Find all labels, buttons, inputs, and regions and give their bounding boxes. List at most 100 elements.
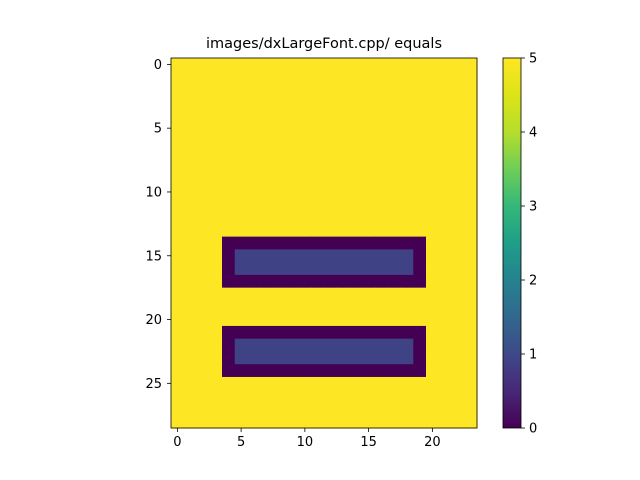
heatmap-cell <box>336 198 351 212</box>
heatmap-cell <box>464 223 478 238</box>
heatmap-cell <box>260 198 274 212</box>
heatmap-cell <box>387 236 402 250</box>
heatmap-cell <box>400 376 414 391</box>
heatmap-cell <box>349 109 363 123</box>
heatmap-cell <box>413 313 427 327</box>
heatmap-cell <box>183 198 198 212</box>
heatmap-cell <box>234 325 249 340</box>
heatmap-cell <box>375 147 389 161</box>
heatmap-cell <box>196 172 210 187</box>
heatmap-cell <box>247 58 261 72</box>
heatmap-cell <box>196 83 210 97</box>
heatmap-cell <box>375 223 389 238</box>
heatmap-cell <box>209 198 223 212</box>
heatmap-cell <box>171 172 185 187</box>
heatmap-cell <box>234 223 249 238</box>
heatmap-cell <box>247 121 261 136</box>
heatmap-cell <box>362 83 376 97</box>
heatmap-cell <box>464 274 478 289</box>
heatmap-cell <box>183 287 198 302</box>
heatmap-cell <box>336 376 351 391</box>
heatmap-cell <box>438 313 453 327</box>
heatmap-cell <box>171 198 185 212</box>
heatmap-cell <box>171 211 185 225</box>
heatmap-cell <box>324 376 338 391</box>
heatmap-cell <box>438 287 453 302</box>
heatmap-cell <box>426 109 440 123</box>
heatmap-cell <box>400 402 414 416</box>
heatmap-cell <box>260 338 274 353</box>
heatmap-cell <box>438 338 453 353</box>
heatmap-cell <box>260 262 274 276</box>
heatmap-cell <box>196 249 210 263</box>
heatmap-cell <box>349 83 363 97</box>
heatmap-cell <box>222 121 236 136</box>
x-tick-label: 15 <box>360 435 377 450</box>
heatmap-cell <box>426 147 440 161</box>
heatmap-cell <box>234 172 249 187</box>
heatmap-cell <box>375 96 389 110</box>
heatmap-cell <box>375 389 389 404</box>
colorbar-tick-label: 5 <box>529 52 537 67</box>
heatmap-cell <box>311 262 325 276</box>
heatmap-cell <box>400 249 414 263</box>
heatmap-cell <box>298 223 312 238</box>
heatmap-cell <box>273 198 287 212</box>
heatmap-cell <box>400 160 414 174</box>
heatmap-cell <box>196 96 210 110</box>
heatmap-cell <box>387 147 402 161</box>
heatmap-cell <box>451 223 465 238</box>
heatmap-cell <box>375 185 389 199</box>
heatmap-cell <box>349 325 363 340</box>
heatmap-cell <box>387 83 402 97</box>
heatmap-cell <box>426 300 440 314</box>
heatmap-cell <box>426 274 440 289</box>
heatmap-cell <box>375 325 389 340</box>
heatmap-cell <box>311 198 325 212</box>
heatmap-cell <box>234 300 249 314</box>
heatmap-cell <box>336 313 351 327</box>
heatmap-cell <box>311 160 325 174</box>
heatmap-cell <box>362 313 376 327</box>
heatmap-cell <box>413 172 427 187</box>
heatmap-cell <box>362 262 376 276</box>
heatmap-cell <box>273 376 287 391</box>
heatmap-cell <box>362 211 376 225</box>
heatmap-cells <box>171 58 478 429</box>
heatmap-cell <box>324 236 338 250</box>
heatmap-cell <box>247 185 261 199</box>
heatmap-cell <box>426 96 440 110</box>
heatmap-cell <box>362 223 376 238</box>
heatmap-cell <box>234 364 249 378</box>
heatmap-cell <box>247 96 261 110</box>
heatmap-cell <box>298 376 312 391</box>
heatmap-cell <box>234 70 249 85</box>
heatmap-cell <box>375 249 389 263</box>
heatmap-cell <box>273 274 287 289</box>
heatmap-cell <box>426 402 440 416</box>
heatmap-cell <box>387 134 402 148</box>
heatmap-cell <box>362 198 376 212</box>
heatmap-cell <box>324 274 338 289</box>
heatmap-cell <box>183 147 198 161</box>
colorbar-tick-label: 0 <box>529 422 537 437</box>
heatmap-cell <box>400 83 414 97</box>
heatmap-cell <box>336 185 351 199</box>
heatmap-cell <box>234 274 249 289</box>
heatmap-cell <box>273 402 287 416</box>
heatmap-cell <box>387 223 402 238</box>
heatmap-cell <box>324 223 338 238</box>
heatmap-cell <box>298 96 312 110</box>
heatmap-cell <box>209 338 223 353</box>
heatmap-cell <box>171 121 185 136</box>
heatmap-cell <box>196 198 210 212</box>
heatmap-cell <box>387 376 402 391</box>
heatmap-cell <box>298 415 312 429</box>
heatmap-cell <box>336 351 351 365</box>
heatmap-cell <box>336 262 351 276</box>
heatmap-cell <box>413 70 427 85</box>
heatmap-cell <box>375 134 389 148</box>
heatmap-cell <box>387 58 402 72</box>
heatmap-cell <box>183 109 198 123</box>
heatmap-cell <box>183 58 198 72</box>
